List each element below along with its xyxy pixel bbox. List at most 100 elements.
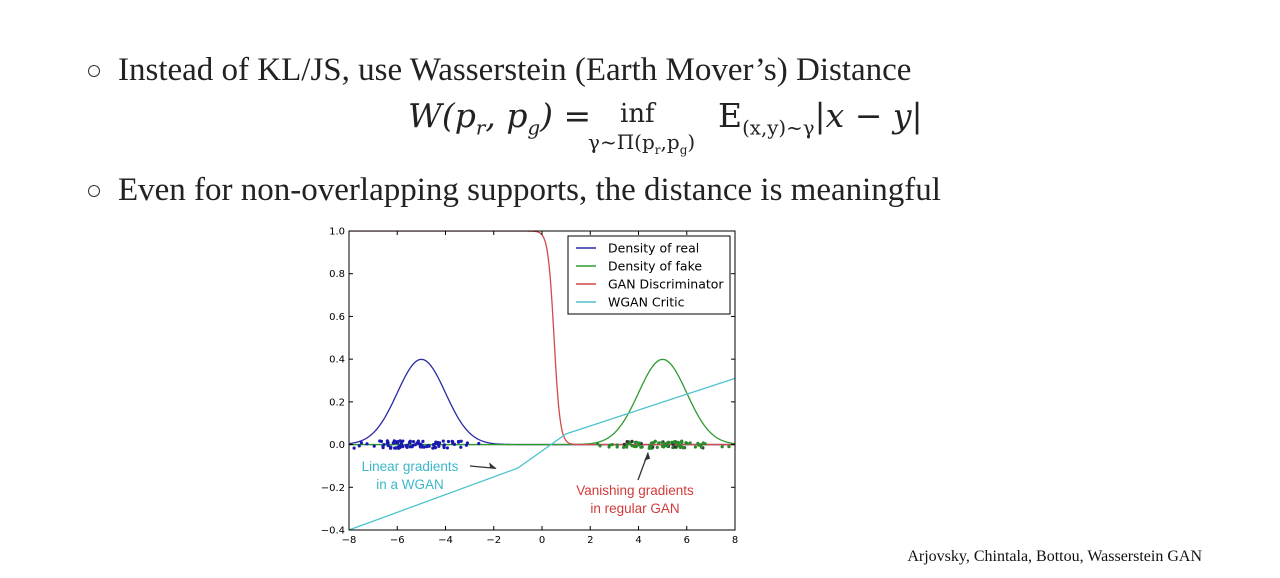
x-tick-label: 2	[587, 535, 593, 546]
sample-point-0	[378, 439, 382, 443]
sample-point-1	[720, 445, 724, 449]
bullet-circle-icon	[88, 184, 100, 197]
sample-point-1	[622, 445, 626, 449]
annotation-linear-gradients: in a WGAN	[376, 477, 444, 492]
sample-point-0	[397, 444, 401, 448]
x-tick-label: −6	[390, 535, 405, 546]
sample-point-1	[685, 441, 689, 445]
sample-point-1	[625, 439, 629, 444]
sample-point-1	[639, 445, 643, 449]
sample-point-0	[381, 444, 385, 448]
sample-point-0	[421, 439, 425, 443]
sample-point-0	[388, 446, 393, 450]
chart-svg: −8 −6 −4 −2 0 2 4 6 8 −0.4 −0.2 0.0 0.2 0.4 0.6 0.8 1.0 D…	[321, 227, 738, 547]
sample-point-0	[365, 442, 369, 446]
legend-label: Density of real	[608, 241, 699, 256]
series-line-3	[349, 377, 735, 530]
sample-point-0	[411, 439, 416, 444]
sample-point-1	[665, 441, 670, 445]
citation: Arjovsky, Chintala, Bottou, Wasserstein …	[907, 548, 1202, 565]
sample-point-1	[634, 440, 638, 444]
sample-point-0	[433, 446, 437, 450]
sample-point-1	[637, 441, 641, 445]
sample-point-0	[465, 441, 470, 445]
sample-point-0	[422, 445, 426, 449]
sample-point-0	[400, 444, 405, 449]
sample-point-1	[701, 441, 705, 445]
sample-point-1	[665, 444, 670, 448]
annotation-vanishing-gradients: Vanishing gradients	[576, 483, 694, 498]
sample-point-0	[410, 445, 414, 449]
sample-point-1	[697, 443, 701, 447]
sample-point-0	[459, 439, 463, 443]
x-tick-label: −4	[438, 535, 453, 546]
sample-point-1	[680, 439, 684, 443]
y-tick-label: 1.0	[329, 227, 345, 238]
formula-expectation: E(x,y)~γ|x − y|	[718, 96, 923, 140]
bullet-text: Instead of KL/JS, use Wasserstein (Earth…	[118, 52, 912, 88]
sample-point-0	[396, 441, 400, 445]
annotation-vanishing-gradients: in regular GAN	[590, 501, 679, 516]
y-tick-label: 0.6	[329, 312, 345, 323]
sample-point-0	[441, 439, 445, 443]
x-tick-label: 6	[684, 535, 690, 546]
bullet-circle-icon	[88, 64, 100, 77]
legend-label: GAN Discriminator	[608, 277, 724, 292]
sample-point-0	[418, 444, 422, 449]
x-tick-label: −8	[342, 535, 357, 546]
arrow-head-icon	[644, 452, 651, 461]
sample-point-1	[660, 440, 664, 445]
sample-point-1	[677, 441, 681, 445]
sample-point-1	[699, 445, 704, 449]
sample-point-1	[657, 441, 661, 445]
sample-point-0	[426, 444, 430, 448]
y-tick-label: −0.4	[321, 526, 345, 537]
bullet-wasserstein: Instead of KL/JS, use Wasserstein (Earth…	[88, 54, 911, 87]
sample-point-0	[456, 439, 461, 444]
sample-point-1	[598, 444, 602, 448]
y-tick-label: 0.0	[329, 440, 345, 451]
sample-point-0	[459, 445, 463, 449]
sample-point-1	[693, 445, 697, 449]
bullet-non-overlapping: Even for non-overlapping supports, the d…	[88, 174, 941, 207]
sample-point-1	[688, 441, 692, 445]
sample-point-0	[477, 441, 481, 446]
x-tick-label: 0	[539, 535, 545, 546]
sample-point-0	[357, 444, 361, 448]
sample-point-1	[727, 445, 731, 449]
sample-point-1	[653, 439, 657, 443]
sample-point-0	[445, 446, 449, 450]
sample-point-0	[408, 439, 412, 443]
sample-point-1	[673, 445, 677, 449]
sample-point-1	[625, 445, 629, 449]
formula-lhs: W(pr, pg) =	[408, 96, 592, 140]
y-tick-label: 0.8	[329, 269, 345, 280]
arrow-head-icon	[489, 462, 497, 469]
sample-point-0	[401, 439, 405, 443]
sample-point-0	[446, 439, 451, 444]
x-tick-label: 8	[732, 535, 738, 546]
formula-inf-subscript: γ~Π(pr,pg)	[588, 130, 696, 157]
sample-point-0	[437, 443, 441, 447]
sample-point-0	[405, 443, 409, 447]
chart: −8 −6 −4 −2 0 2 4 6 8 −0.4 −0.2 0.0 0.2 0.4 0.6 0.8 1.0 D…	[300, 222, 760, 552]
sample-point-1	[672, 440, 676, 444]
sample-point-1	[595, 442, 600, 446]
sample-point-0	[386, 444, 390, 448]
sample-point-1	[682, 446, 686, 450]
sample-point-0	[432, 443, 436, 447]
x-tick-label: 4	[635, 535, 641, 546]
sample-point-1	[649, 444, 653, 448]
sample-point-0	[392, 439, 396, 443]
sample-point-1	[655, 445, 659, 450]
x-tick-label: −2	[486, 535, 501, 546]
sample-point-0	[372, 444, 376, 448]
sample-point-0	[359, 441, 363, 445]
sample-point-1	[630, 444, 634, 448]
sample-point-0	[393, 446, 397, 450]
formula-inf: inf	[620, 99, 655, 129]
sample-point-0	[352, 446, 356, 450]
sample-point-1	[610, 443, 614, 447]
y-tick-label: −0.2	[321, 483, 345, 494]
sample-point-0	[398, 439, 402, 443]
